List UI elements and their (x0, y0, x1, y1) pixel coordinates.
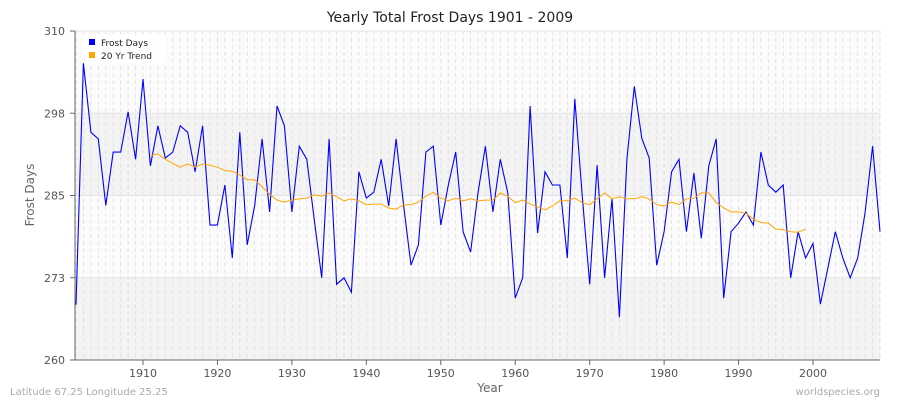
x-axis-label: Year (476, 381, 502, 395)
legend-label-frost-days: Frost Days (101, 39, 148, 49)
y-tick-label: 298 (44, 107, 65, 120)
legend: Frost Days 20 Yr Trend (82, 34, 166, 64)
footer-location: Latitude 67.25 Longitude 25.25 (10, 387, 168, 398)
band (75, 195, 880, 278)
footer-source: worldspecies.org (796, 387, 880, 398)
x-tick-label: 1990 (725, 367, 753, 380)
legend-label-trend: 20 Yr Trend (101, 52, 152, 62)
x-tick-label: 1970 (576, 367, 604, 380)
series-group (75, 63, 881, 318)
band (75, 113, 880, 196)
y-tick-label: 260 (44, 354, 65, 367)
x-tick-label: 1910 (129, 367, 157, 380)
band (75, 31, 880, 114)
legend-swatch-trend (89, 52, 95, 58)
x-axis-ticks: 1910 1920 1930 1940 1950 1960 1970 1980 1990 2000 (129, 360, 827, 380)
chart-title: Yearly Total Frost Days 1901 - 2009 (326, 10, 573, 26)
band (75, 277, 880, 360)
y-tick-label: 273 (44, 272, 65, 285)
legend-swatch-frost-days (89, 39, 95, 45)
y-tick-label: 310 (44, 25, 65, 38)
x-tick-label: 1950 (427, 367, 455, 380)
x-tick-label: 1960 (501, 367, 529, 380)
x-tick-label: 2000 (799, 367, 827, 380)
x-tick-label: 1930 (278, 367, 306, 380)
series-line-20yr-trend (150, 153, 806, 233)
x-tick-label: 1940 (352, 367, 380, 380)
x-tick-label: 1920 (203, 367, 231, 380)
x-tick-label: 1980 (650, 367, 678, 380)
y-axis-ticks: 260 273 285 298 310 (44, 25, 75, 367)
y-axis-label: Frost Days (23, 164, 37, 227)
legend-box (82, 34, 166, 64)
y-tick-label: 285 (44, 190, 65, 203)
